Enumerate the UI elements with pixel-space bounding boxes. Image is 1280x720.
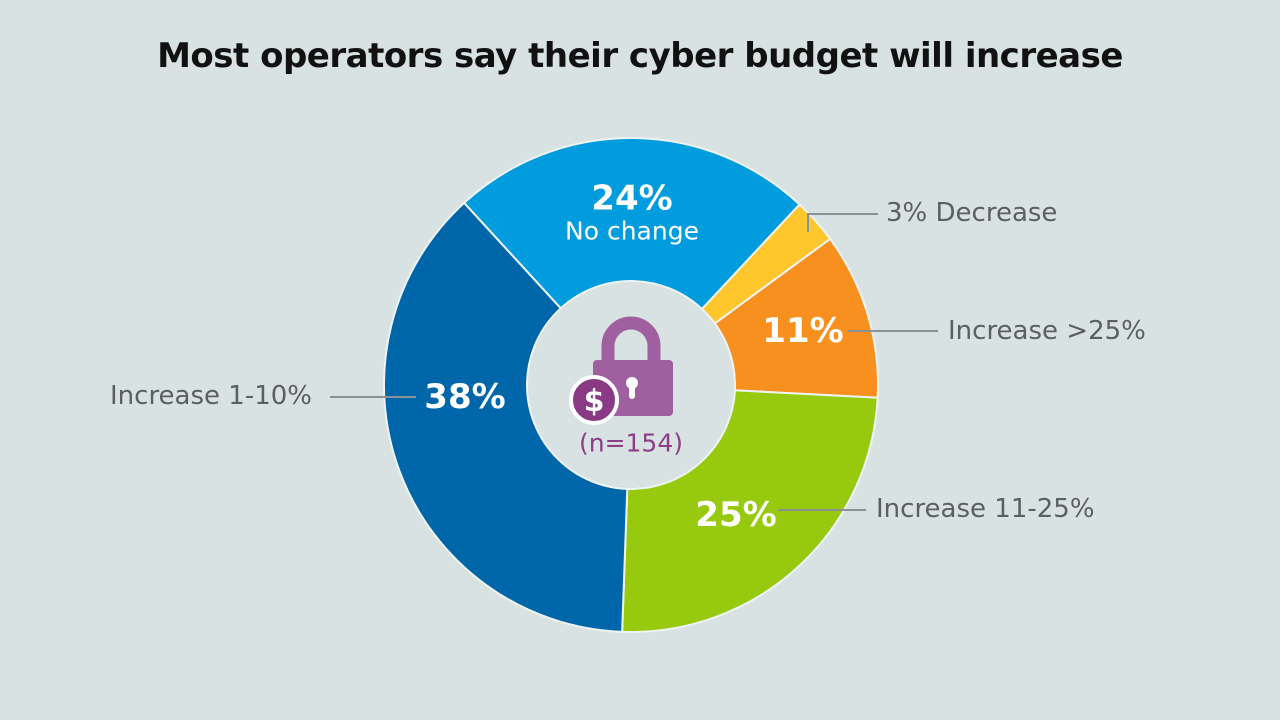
- legend-label-increase-gt25: Increase >25%: [948, 316, 1146, 346]
- data-label-increase-gt25: 11%: [762, 311, 844, 351]
- dollar-sign-icon: $: [584, 384, 605, 419]
- keyhole-slot-icon: [629, 383, 635, 399]
- category-label: No change: [565, 216, 699, 246]
- legend-label-decrease: 3% Decrease: [886, 198, 1058, 228]
- value-label: 24%: [591, 178, 673, 219]
- data-label-increase-1-10: 38%: [424, 377, 506, 417]
- legend-label-increase-1-10: Increase 1-10%: [110, 381, 313, 411]
- slice-no-change: [462, 137, 802, 387]
- slice-increase-1-10-: [383, 201, 633, 633]
- legend-label-increase-11-25: Increase 11-25%: [876, 494, 1095, 524]
- data-label-increase-11-25: 25%: [695, 495, 777, 535]
- leader-line-1: [807, 213, 878, 232]
- data-label-no-change: 24% No change: [565, 179, 699, 246]
- dollar-coin-icon: [569, 375, 619, 425]
- lock-shackle-icon: [601, 316, 661, 362]
- sample-size: (n=154): [578, 428, 684, 458]
- chart-title: Most operators say their cyber budget wi…: [157, 36, 1123, 76]
